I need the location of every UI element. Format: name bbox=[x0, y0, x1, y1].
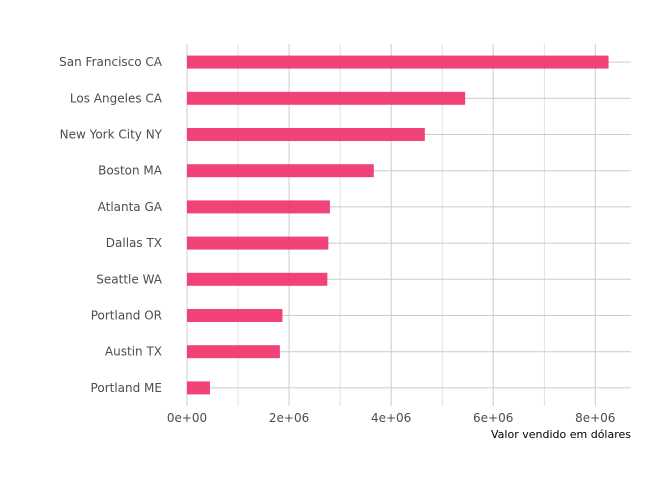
bar-5 bbox=[187, 236, 329, 250]
category-label-8: Austin TX bbox=[105, 345, 162, 359]
bar-4 bbox=[187, 200, 330, 214]
x-tick-labels: 0e+00 2e+06 4e+06 6e+06 8e+06 bbox=[167, 411, 616, 425]
bar-3 bbox=[187, 164, 374, 178]
bar-7 bbox=[187, 309, 283, 322]
x-tick-label-2: 4e+06 bbox=[371, 411, 411, 425]
category-label-0: San Francisco CA bbox=[59, 55, 163, 69]
bar-9 bbox=[187, 381, 210, 395]
category-labels: San Francisco CA Los Angeles CA New York C… bbox=[59, 55, 163, 395]
bar-1 bbox=[187, 91, 466, 105]
category-label-1: Los Angeles CA bbox=[70, 91, 163, 105]
x-axis-title: Valor vendido em dólares bbox=[491, 428, 631, 441]
bars bbox=[187, 55, 609, 395]
category-label-2: New York City NY bbox=[60, 128, 163, 142]
x-tick-label-1: 2e+06 bbox=[269, 411, 309, 425]
category-label-5: Dallas TX bbox=[106, 236, 162, 250]
bar-0 bbox=[187, 55, 609, 69]
bar-2 bbox=[187, 128, 425, 141]
category-label-4: Atlanta GA bbox=[98, 200, 163, 214]
category-label-3: Boston MA bbox=[98, 164, 163, 178]
bar-6 bbox=[187, 272, 328, 286]
category-label-7: Portland OR bbox=[91, 309, 162, 323]
category-label-9: Portland ME bbox=[91, 381, 162, 395]
x-tick-label-3: 6e+06 bbox=[473, 411, 513, 425]
bar-8 bbox=[187, 345, 280, 359]
category-label-6: Seattle WA bbox=[96, 272, 163, 286]
x-tick-label-4: 8e+06 bbox=[575, 411, 615, 425]
x-tick-label-0: 0e+00 bbox=[167, 411, 207, 425]
